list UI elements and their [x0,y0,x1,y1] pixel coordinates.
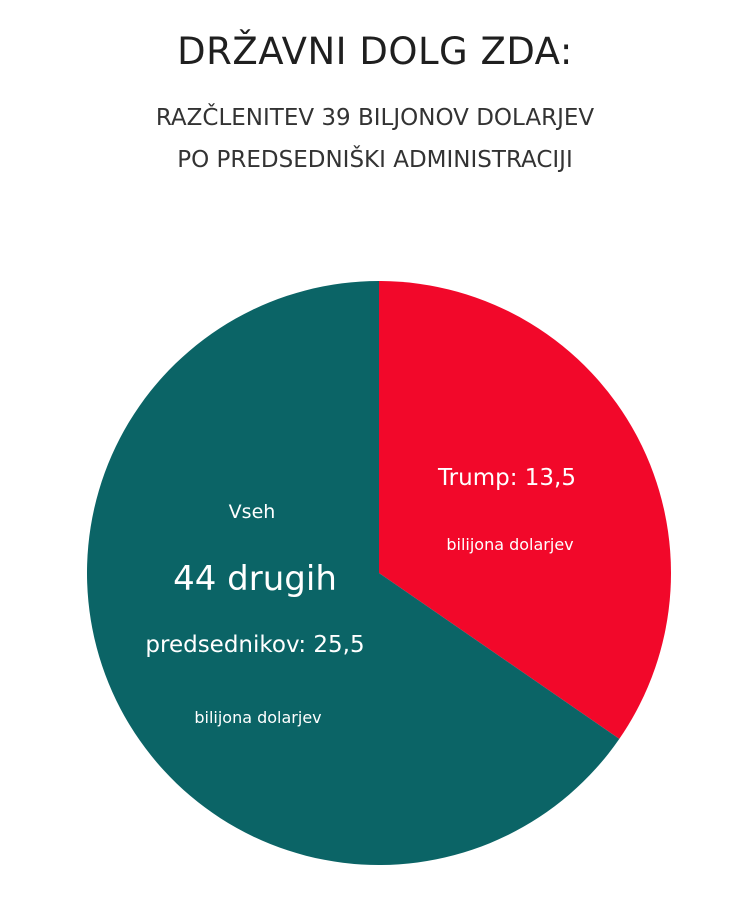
chart-subtitle-line-1: RAZČLENITEV 39 BILJONOV DOLARJEV [155,105,595,131]
others-label-line-4: bilijona dolarjev [194,708,321,727]
others-label-line-2: 44 drugih [173,559,337,599]
pie-slice-trump [379,281,671,739]
pie-slice-others [86,281,620,865]
others-label-line-3: predsednikov: 25,5 [145,632,364,658]
chart-subtitle-line-2: PO PREDSEDNIŠKI ADMINISTRACIJI [177,147,573,173]
trump-label: Trump: 13,5 [437,465,576,491]
pie-slices [86,281,671,865]
trump-unit-label: bilijona dolarjev [446,535,573,554]
chart-title: DRŽAVNI DOLG ZDA: [177,30,573,73]
others-label-line-1: Vseh [229,501,276,523]
